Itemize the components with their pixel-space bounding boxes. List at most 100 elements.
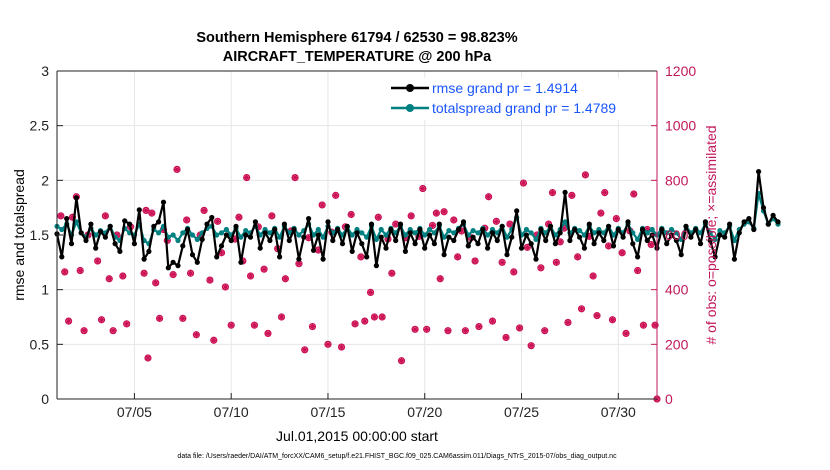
- series-point-totalspread: [156, 230, 162, 236]
- series-point-rmse: [601, 237, 607, 244]
- series-point-totalspread: [562, 219, 568, 225]
- y-tick-left-label: 1.5: [30, 227, 50, 243]
- obs-assimilated-marker: [440, 208, 448, 216]
- obs-assimilated-marker: [173, 166, 181, 173]
- series-point-rmse: [644, 237, 650, 244]
- obs-assimilated-marker: [493, 218, 500, 225]
- obs-assimilated-stroke: [574, 254, 581, 260]
- series-point-rmse: [277, 254, 283, 260]
- series-point-totalspread: [320, 234, 326, 240]
- series-point-totalspread: [383, 232, 389, 238]
- obs-assimilated-stroke: [613, 215, 620, 222]
- series-point-rmse: [310, 247, 317, 253]
- series-point-rmse: [756, 169, 762, 175]
- series-point-totalspread: [402, 232, 408, 238]
- obs-assimilated-stroke: [265, 330, 271, 337]
- obs-assimilated-marker: [527, 342, 535, 349]
- series-point-rmse: [727, 221, 733, 227]
- obs-assimilated-marker: [597, 209, 605, 217]
- series-point-rmse: [446, 234, 452, 240]
- legend-spread-marker: [406, 104, 414, 112]
- obs-assimilated-stroke: [292, 174, 298, 181]
- obs-assimilated-marker: [471, 257, 479, 265]
- obs-assimilated-stroke: [358, 254, 364, 260]
- series-point-rmse: [165, 265, 171, 271]
- series-point-totalspread: [441, 234, 447, 240]
- obs-assimilated-marker: [119, 272, 127, 280]
- obs-assimilated-marker: [520, 179, 527, 187]
- series-point-rmse: [731, 256, 738, 262]
- obs-assimilated-marker: [640, 321, 647, 329]
- series-point-totalspread: [644, 230, 650, 236]
- series-point-rmse: [78, 230, 84, 236]
- series-point-rmse: [557, 230, 563, 236]
- series-point-totalspread: [422, 232, 428, 238]
- series-point-rmse: [378, 234, 384, 240]
- obs-assimilated-stroke: [630, 191, 637, 197]
- series-point-totalspread: [485, 232, 491, 238]
- obs-assimilated-marker: [618, 249, 626, 257]
- obs-assimilated-stroke: [149, 210, 155, 216]
- obs-assimilated-stroke: [141, 270, 147, 277]
- series-point-totalspread: [243, 228, 249, 234]
- series-point-rmse: [485, 245, 491, 251]
- series-point-totalspread: [427, 226, 433, 233]
- series-point-rmse: [635, 254, 641, 260]
- obs-assimilated-stroke: [94, 258, 101, 264]
- series-point-rmse: [489, 230, 496, 236]
- obs-assimilated-stroke: [301, 346, 308, 353]
- series-point-rmse: [257, 245, 263, 251]
- series-point-rmse: [678, 252, 684, 258]
- series-point-rmse: [707, 237, 713, 244]
- obs-assimilated-stroke: [367, 289, 374, 296]
- series-point-rmse: [112, 241, 118, 247]
- obs-assimilated-stroke: [123, 320, 130, 327]
- obs-assimilated-marker: [510, 268, 518, 276]
- x-tick-label: 07/20: [407, 404, 442, 420]
- series-point-rmse: [189, 252, 196, 258]
- obs-assimilated-stroke: [408, 213, 415, 219]
- obs-assimilated-stroke: [81, 327, 87, 334]
- series-point-rmse: [335, 226, 341, 233]
- series-point-rmse: [770, 212, 776, 218]
- series-point-totalspread: [267, 230, 273, 236]
- series-point-rmse: [494, 237, 500, 244]
- obs-assimilated-stroke: [305, 234, 312, 241]
- series-point-rmse: [151, 223, 157, 229]
- obs-assimilated-marker: [301, 346, 309, 354]
- series-point-rmse: [325, 219, 331, 225]
- obs-assimilated-stroke: [77, 267, 84, 274]
- obs-assimilated-stroke: [454, 254, 461, 260]
- obs-assimilated-stroke: [489, 318, 496, 324]
- series-point-rmse: [470, 234, 476, 240]
- series-point-rmse: [64, 216, 70, 222]
- obs-assimilated-marker: [65, 317, 72, 325]
- series-point-totalspread: [412, 230, 418, 236]
- series-point-rmse: [538, 226, 544, 233]
- obs-assimilated-marker: [506, 220, 514, 228]
- series-point-rmse: [320, 256, 326, 262]
- series-point-rmse: [306, 216, 312, 222]
- obs-assimilated-marker: [502, 334, 510, 341]
- series-point-rmse: [441, 252, 447, 258]
- obs-assimilated-stroke: [565, 319, 571, 326]
- series-point-rmse: [368, 221, 375, 227]
- series-point-rmse: [509, 234, 515, 240]
- obs-assimilated-marker: [564, 319, 572, 326]
- series-point-rmse: [528, 241, 534, 247]
- y-tick-right-label: 600: [665, 227, 689, 243]
- obs-assimilated-stroke: [545, 221, 552, 227]
- series-point-rmse: [514, 208, 520, 214]
- series-point-totalspread: [296, 232, 302, 238]
- series-point-rmse: [68, 241, 75, 247]
- series-point-rmse: [606, 223, 612, 229]
- series-point-rmse: [552, 241, 559, 247]
- series-point-rmse: [88, 221, 94, 227]
- obs-assimilated-stroke: [429, 222, 436, 229]
- obs-assimilated-stroke: [156, 315, 163, 322]
- series-point-rmse: [291, 226, 297, 233]
- series-point-totalspread: [712, 236, 718, 242]
- series-point-rmse: [59, 254, 65, 260]
- obs-assimilated-marker: [392, 220, 400, 228]
- obs-assimilated-stroke: [61, 269, 68, 275]
